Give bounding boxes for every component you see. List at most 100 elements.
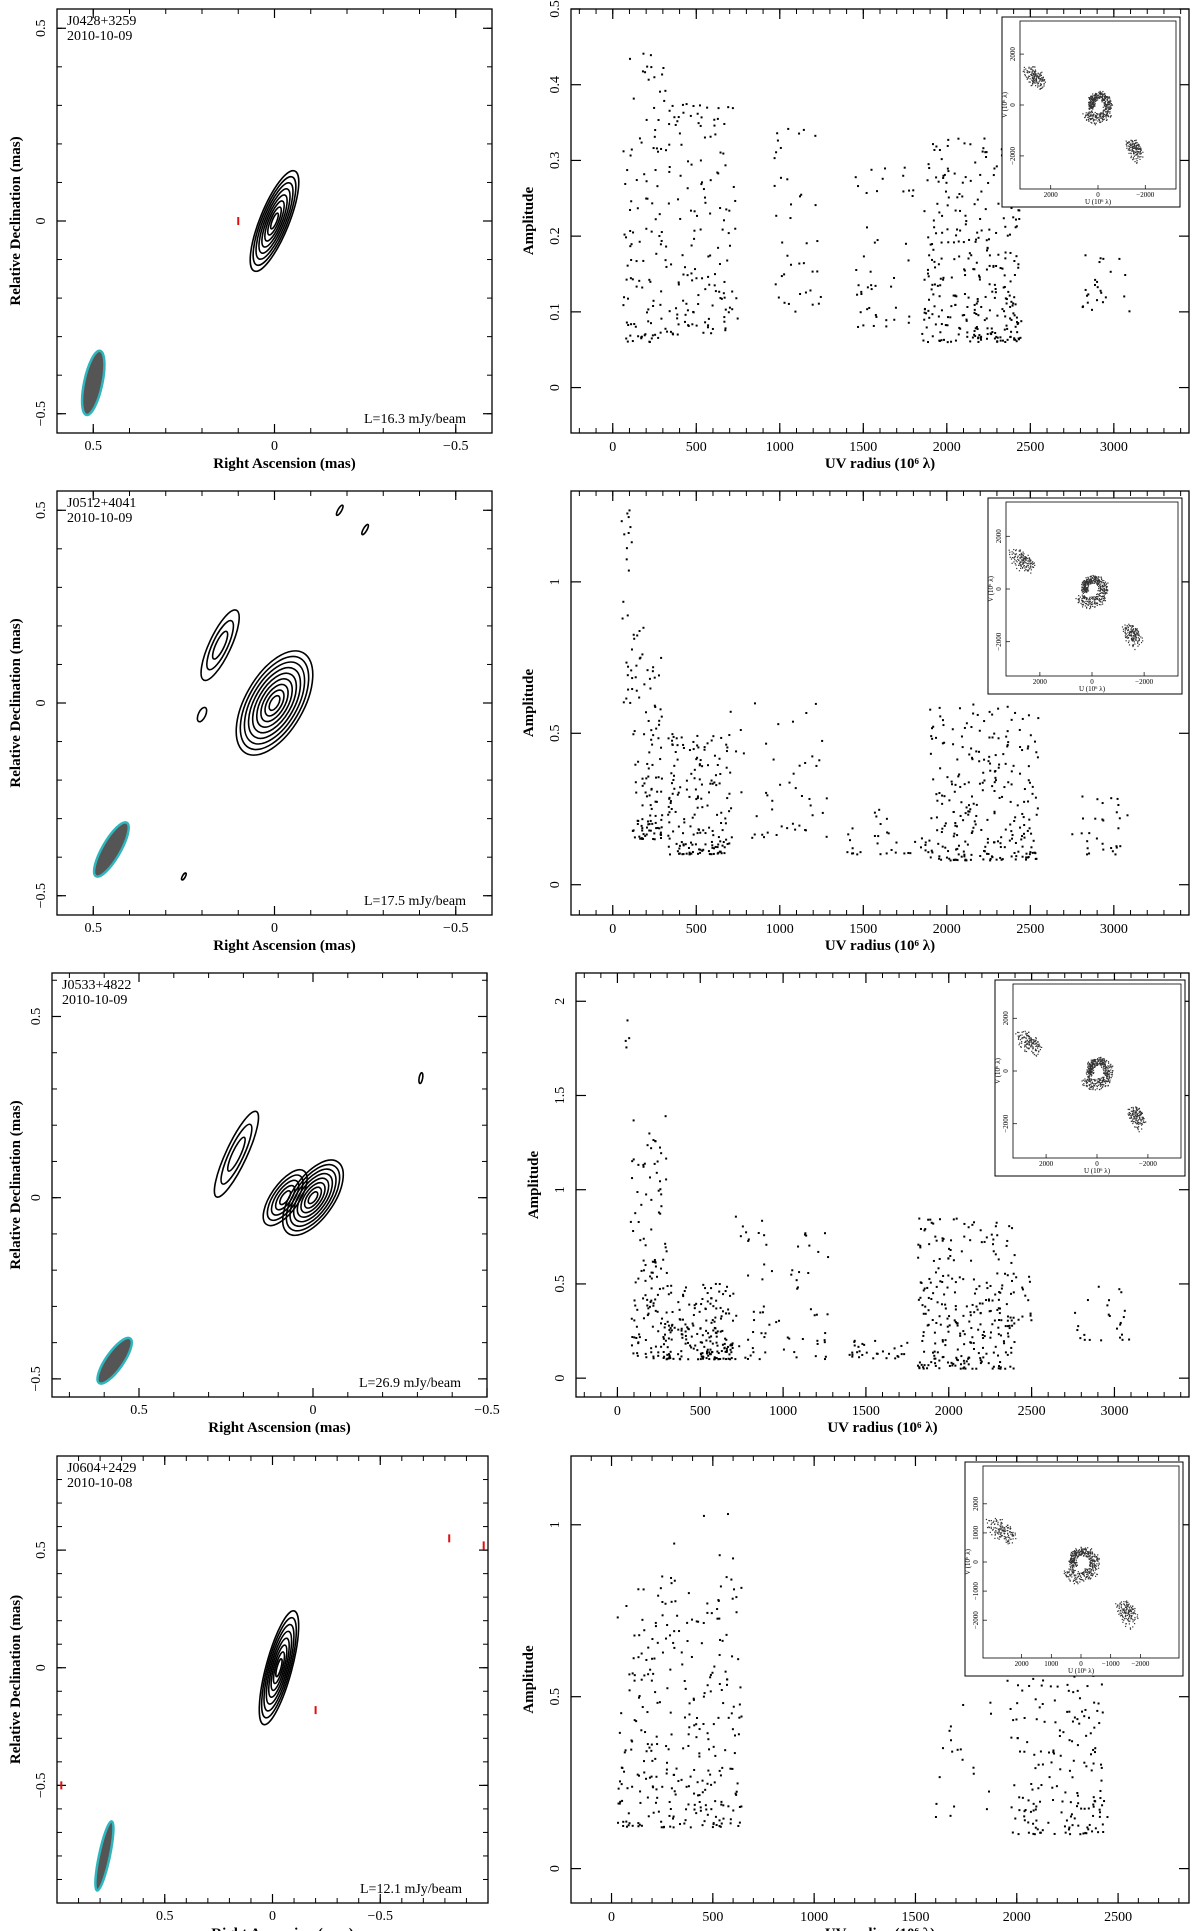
uv-coverage-point	[1024, 567, 1026, 569]
amplitude-point	[646, 669, 649, 672]
uv-coverage-point	[1128, 1108, 1130, 1111]
amplitude-point	[957, 333, 960, 336]
uv-coverage-point	[1131, 1120, 1134, 1122]
uv-coverage-point	[1106, 592, 1108, 594]
uv-coverage-point	[1023, 553, 1025, 555]
amplitude-point	[1017, 263, 1020, 266]
amplitude-point	[660, 239, 663, 242]
amplitude-point	[724, 164, 727, 167]
amplitude-point	[932, 1259, 935, 1262]
amplitude-point	[625, 1046, 628, 1049]
uv-coverage-point	[1090, 1064, 1093, 1066]
amplitude-point	[1109, 270, 1112, 273]
amplitude-point	[670, 1284, 673, 1287]
amplitude-point	[650, 738, 653, 741]
uv-coverage-point	[1134, 1116, 1136, 1118]
amplitude-point	[763, 1234, 766, 1237]
amplitude-point	[670, 263, 673, 266]
uv-coverage-point	[1089, 1086, 1091, 1088]
amplitude-point	[707, 317, 710, 320]
uv-coverage-point	[1100, 577, 1102, 579]
amplitude-point	[1074, 1311, 1077, 1314]
amplitude-point	[627, 569, 630, 572]
amplitude-point	[799, 293, 802, 296]
uv-coverage-point	[1101, 588, 1103, 590]
uv-coverage-point	[1094, 1083, 1096, 1085]
amplitude-point	[986, 333, 989, 336]
amplitude-point	[711, 846, 714, 849]
amplitude-point	[811, 814, 814, 817]
amplitude-point	[974, 161, 977, 164]
inset-v-tick-label: 0	[1002, 1069, 1010, 1073]
uv-coverage-point	[1092, 120, 1095, 122]
amplitude-point	[1086, 301, 1089, 304]
amplitude-point	[709, 135, 712, 138]
uv-coverage-point	[1037, 82, 1039, 85]
uv-coverage-point	[1139, 146, 1141, 148]
uv-coverage-point	[1098, 1059, 1101, 1061]
uv-coverage-point	[1132, 637, 1135, 640]
amplitude-point	[1096, 286, 1099, 289]
uv-coverage-point	[1026, 1042, 1028, 1044]
uv-coverage-point	[1085, 591, 1088, 593]
y-tick-label: 0.5	[548, 0, 563, 18]
contour-level	[269, 212, 280, 230]
amplitude-point	[1013, 296, 1016, 299]
uv-coverage-point	[1105, 104, 1108, 106]
uv-coverage-point	[1037, 1051, 1040, 1053]
amplitude-point	[996, 314, 999, 317]
x-tick-label: 2500	[1016, 922, 1044, 937]
amplitude-point	[887, 832, 890, 835]
uv-coverage-point	[1084, 591, 1086, 593]
uv-coverage-point	[1086, 587, 1088, 589]
uv-coverage-point	[1127, 1108, 1129, 1110]
uv-coverage-point	[1133, 641, 1135, 643]
amplitude-point	[993, 337, 996, 340]
uv-coverage-point	[1088, 105, 1090, 107]
uv-coverage-point	[1135, 637, 1138, 639]
amplitude-point	[959, 229, 962, 232]
uv-coverage-point	[1088, 579, 1090, 581]
amplitude-point	[928, 839, 931, 842]
uv-coverage-point	[1089, 1063, 1091, 1066]
uv-coverage-point	[1026, 563, 1029, 565]
uv-coverage-point	[1132, 145, 1134, 148]
amplitude-point	[918, 1366, 921, 1369]
amplitude-point	[809, 289, 812, 292]
uv-coverage-point	[1106, 1075, 1108, 1077]
uv-coverage-point	[1096, 584, 1099, 586]
uv-coverage-point	[1103, 1076, 1105, 1078]
amplitude-point	[641, 818, 644, 821]
uv-coverage-point	[1124, 629, 1126, 631]
amplitude-point	[653, 1162, 656, 1165]
amplitude-point	[635, 179, 638, 182]
amplitude-point	[1097, 1285, 1100, 1288]
amplitude-point	[645, 227, 648, 230]
amplitude-point	[692, 105, 695, 108]
amplitude-point	[645, 777, 648, 780]
amplitude-point	[722, 841, 725, 844]
amplitude-point	[927, 236, 930, 239]
uv-coverage-point	[1108, 97, 1110, 99]
amplitude-point	[993, 283, 996, 286]
uv-coverage-point	[1083, 584, 1085, 587]
amplitude-point	[751, 1347, 754, 1350]
uv-coverage-point	[1132, 150, 1134, 152]
amplitude-point	[974, 823, 977, 826]
amplitude-point	[669, 802, 672, 805]
contour-level	[261, 194, 288, 248]
amplitude-point	[643, 173, 646, 176]
amplitude-point	[942, 1355, 945, 1358]
uv-coverage-point	[1105, 1071, 1107, 1074]
uv-coverage-point	[1101, 601, 1103, 603]
amplitude-point	[758, 1358, 761, 1361]
amplitude-point	[627, 665, 630, 668]
amplitude-point	[723, 280, 726, 283]
uv-coverage-point	[1083, 587, 1085, 590]
amplitude-point	[713, 754, 716, 757]
uv-coverage-point	[1102, 588, 1105, 590]
y-tick-label: 0	[548, 384, 563, 391]
inset-u-tick-label: 2000	[1044, 191, 1059, 199]
amplitude-point	[1012, 1316, 1015, 1319]
amplitude-point	[981, 1346, 984, 1349]
